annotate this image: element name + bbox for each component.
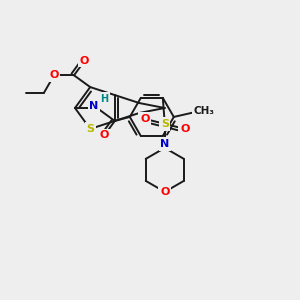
Text: O: O	[140, 114, 149, 124]
Text: O: O	[100, 130, 109, 140]
Text: O: O	[49, 70, 59, 80]
Text: N: N	[89, 101, 99, 111]
Text: O: O	[80, 56, 89, 66]
Text: N: N	[160, 139, 170, 149]
Text: O: O	[160, 187, 170, 197]
Text: CH₃: CH₃	[193, 106, 214, 116]
Text: H: H	[100, 94, 108, 104]
Text: O: O	[180, 124, 190, 134]
Text: S: S	[161, 119, 169, 129]
Text: S: S	[86, 124, 94, 134]
